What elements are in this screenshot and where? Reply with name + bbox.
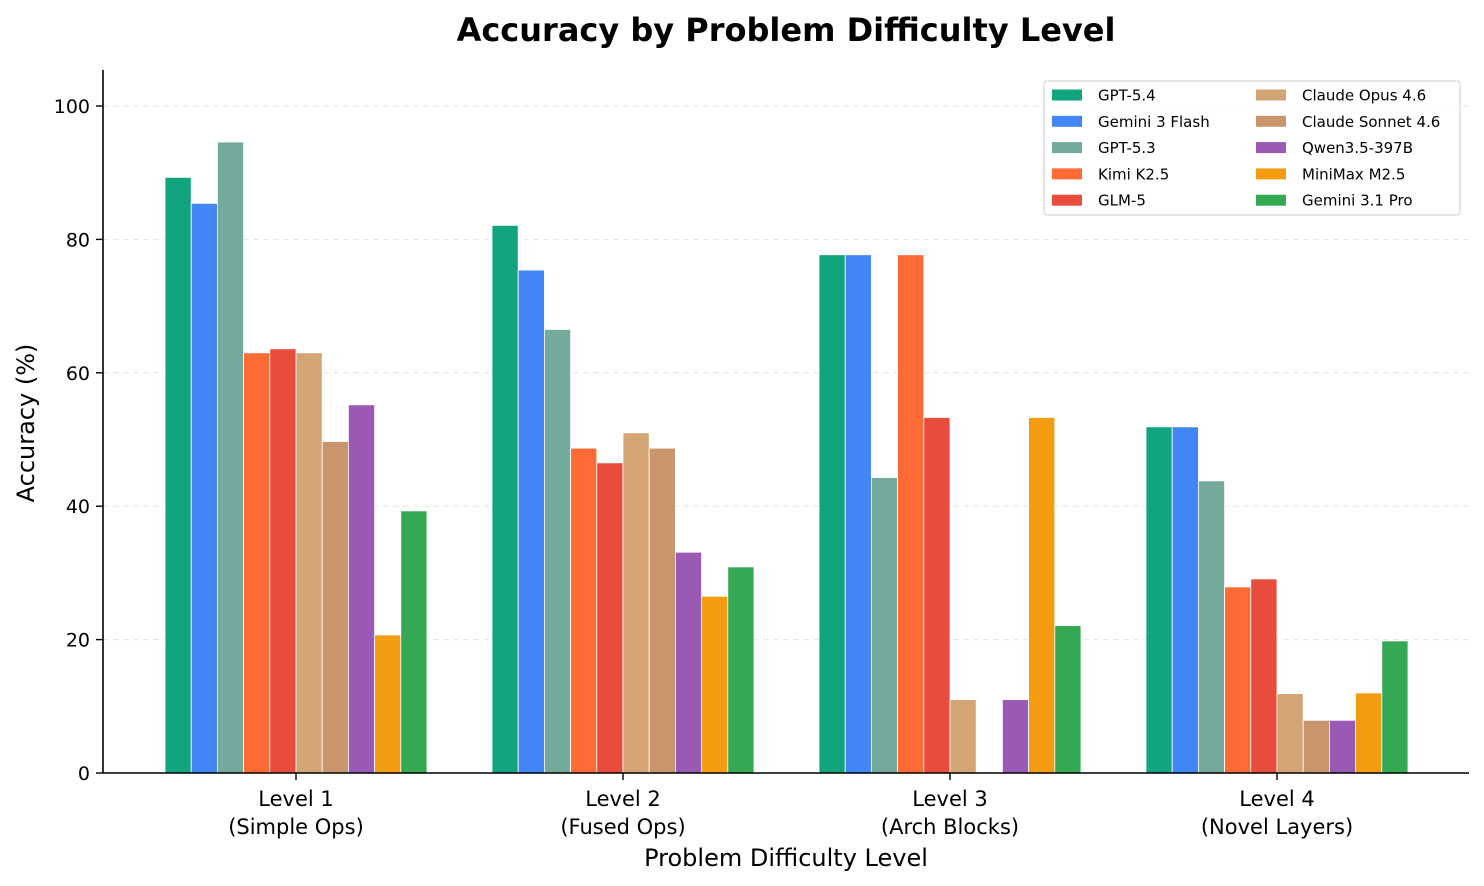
y-axis-label: Accuracy (%): [12, 344, 40, 503]
bar: [871, 477, 899, 774]
bar: [269, 348, 297, 774]
bar: [923, 417, 951, 774]
bar: [243, 352, 271, 774]
y-tick-label: 0: [78, 763, 90, 785]
bar: [216, 141, 244, 774]
y-tick-label: 60: [66, 363, 90, 385]
bar: [1302, 719, 1330, 774]
bar: [844, 254, 872, 774]
legend-swatch: [1256, 194, 1286, 206]
bar: [190, 202, 218, 774]
x-tick-label: Level 3: [912, 787, 987, 811]
legend-label: Kimi K2.5: [1098, 165, 1169, 183]
bar: [1224, 586, 1252, 774]
bar: [1250, 578, 1278, 774]
legend-swatch: [1052, 142, 1082, 154]
legend-swatch: [1052, 115, 1082, 127]
legend-swatch: [1052, 168, 1082, 180]
bar: [1276, 693, 1304, 774]
x-tick-label: Level 1: [258, 787, 333, 811]
bar: [1002, 699, 1030, 774]
bar: [1145, 426, 1173, 774]
bar: [400, 510, 428, 774]
bar: [1198, 480, 1226, 774]
legend-label: Claude Sonnet 4.6: [1302, 113, 1440, 131]
legend-label: GPT-5.4: [1098, 87, 1156, 105]
grid-lines: [103, 105, 1469, 641]
legend-swatch: [1256, 115, 1286, 127]
bar: [570, 447, 598, 774]
bar: [897, 254, 925, 774]
bar: [648, 447, 676, 774]
bar: [1171, 426, 1199, 774]
legend-swatch: [1256, 89, 1286, 101]
x-ticks: Level 1 (Simple Ops) Level 2 (Fused Ops) Lev…: [228, 773, 1353, 839]
chart-title: Accuracy by Problem Difficulty Level: [457, 11, 1116, 49]
bar: [321, 441, 349, 774]
legend-swatch: [1256, 142, 1286, 154]
y-tick-label: 20: [66, 630, 90, 652]
bar: [622, 432, 650, 774]
bar: [727, 566, 755, 774]
bar: [596, 462, 624, 774]
bar: [675, 551, 703, 774]
bars: [164, 141, 1409, 774]
legend-label: GPT-5.3: [1098, 139, 1156, 157]
y-tick-label: 100: [54, 96, 90, 118]
legend: GPT-5.4 Gemini 3 Flash GPT-5.3 Kimi K2.5 GLM…: [1043, 80, 1461, 216]
legend-swatch: [1256, 168, 1286, 180]
bar: [491, 224, 519, 774]
x-tick-label: (Simple Ops): [228, 815, 364, 839]
legend-label: Gemini 3.1 Pro: [1302, 192, 1413, 210]
bar: [1329, 719, 1357, 774]
bar: [1054, 625, 1082, 774]
bar: [517, 269, 545, 774]
bar: [347, 404, 375, 774]
x-tick-label: (Fused Ops): [560, 815, 685, 839]
y-tick-label: 80: [66, 229, 90, 251]
x-tick-label: (Arch Blocks): [881, 815, 1019, 839]
legend-label: Gemini 3 Flash: [1098, 113, 1210, 131]
y-tick-label: 40: [66, 496, 90, 518]
bar: [701, 595, 729, 774]
bar: [544, 329, 572, 774]
bar: [374, 634, 402, 774]
bar: [295, 352, 323, 774]
bar: [164, 176, 192, 774]
legend-label: Claude Opus 4.6: [1302, 87, 1426, 105]
bar: [1355, 692, 1383, 774]
x-tick-label: Level 2: [585, 787, 660, 811]
legend-label: MiniMax M2.5: [1302, 165, 1405, 183]
legend-label: Qwen3.5-397B: [1302, 139, 1413, 157]
legend-box: [1043, 80, 1461, 216]
legend-label: GLM-5: [1098, 192, 1146, 210]
x-tick-label: (Novel Layers): [1201, 815, 1353, 839]
y-ticks: 0 20 40 60 80 100: [54, 96, 103, 785]
legend-swatch: [1052, 194, 1082, 206]
axes: [102, 70, 1469, 774]
bar: [1381, 640, 1409, 774]
legend-swatch: [1052, 89, 1082, 101]
x-axis-label: Problem Difficulty Level: [644, 844, 928, 872]
x-tick-label: Level 4: [1239, 787, 1314, 811]
bar: [949, 699, 977, 774]
bar: [1028, 417, 1056, 774]
bar: [818, 254, 846, 774]
